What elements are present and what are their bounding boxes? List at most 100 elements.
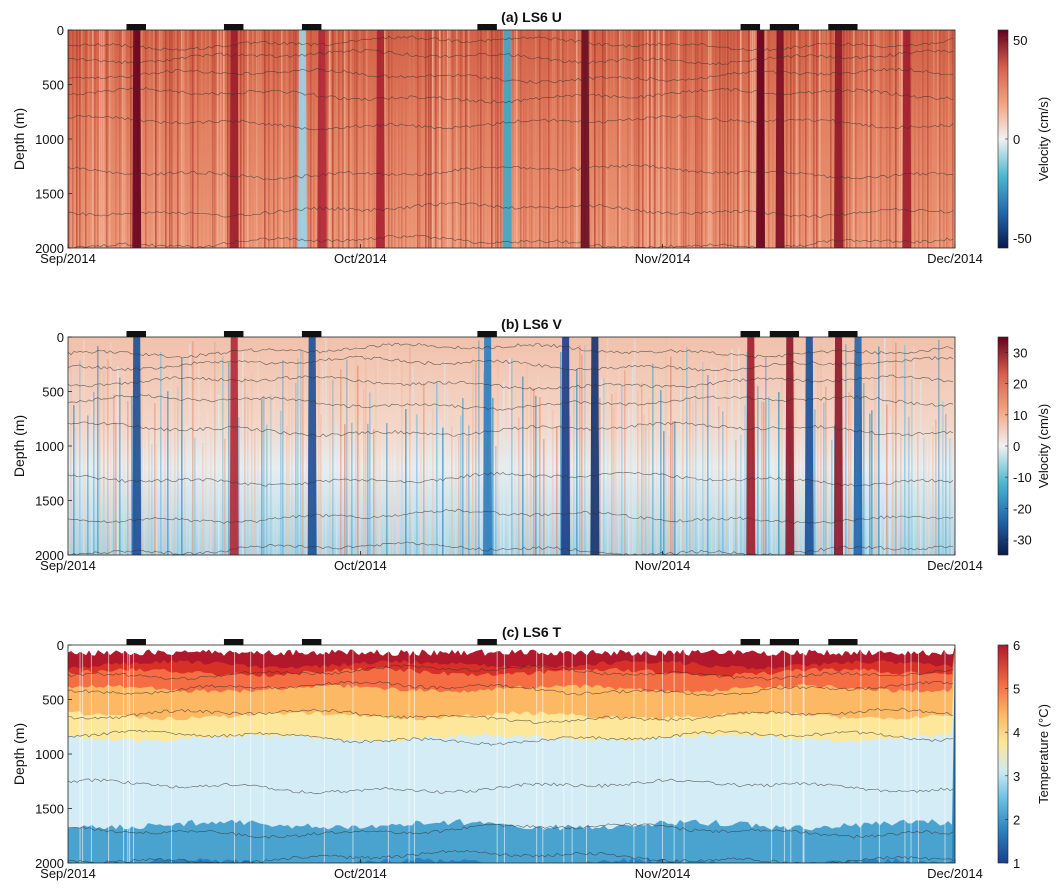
- y-axis-label: Depth (m): [11, 415, 27, 477]
- field-streak: [733, 30, 735, 248]
- field-streak: [154, 403, 156, 555]
- field-streak: [460, 415, 462, 555]
- field-streak: [647, 30, 649, 248]
- field-streak: [761, 401, 763, 555]
- field-streak: [724, 30, 726, 248]
- field-streak: [329, 30, 331, 248]
- field-streak: [889, 416, 891, 555]
- y-tick-label: 500: [42, 385, 64, 400]
- field-streak: [254, 429, 256, 555]
- field-streak: [497, 30, 499, 248]
- field-streak: [846, 30, 848, 248]
- field-streak: [401, 361, 403, 555]
- field-streak: [830, 30, 832, 248]
- event-bar: [223, 331, 244, 337]
- field-streak: [417, 30, 419, 248]
- field-streak: [648, 398, 650, 555]
- colorbar-tick-label: 20: [1013, 377, 1027, 392]
- field-streak: [478, 340, 480, 555]
- field-streak: [425, 30, 427, 248]
- field-streak: [432, 408, 434, 555]
- field-streak: [610, 30, 612, 248]
- field-streak: [430, 30, 432, 248]
- field-streak: [238, 417, 240, 555]
- field-streak: [930, 30, 932, 248]
- field-streak: [375, 363, 377, 555]
- field-streak: [917, 431, 919, 555]
- field-streak: [613, 30, 615, 248]
- field-streak: [809, 30, 811, 248]
- field-streak: [270, 30, 272, 248]
- field-streak: [850, 387, 852, 555]
- field-streak: [621, 385, 623, 555]
- field-streak: [222, 356, 224, 555]
- field-streak: [765, 30, 767, 248]
- field-streak: [514, 445, 516, 555]
- field-streak: [325, 337, 327, 555]
- field-streak: [594, 30, 596, 248]
- field-streak: [863, 30, 865, 248]
- colorbar-label: Velocity (cm/s): [1036, 404, 1051, 489]
- field-streak: [685, 30, 687, 248]
- field-streak: [75, 427, 77, 555]
- field-streak: [603, 377, 605, 555]
- x-tick-label: Sep/2014: [40, 558, 96, 573]
- field-streak: [276, 429, 278, 555]
- field-streak: [190, 30, 192, 248]
- field-streak: [99, 30, 101, 248]
- field-streak: [286, 30, 288, 248]
- field-streak: [97, 345, 99, 555]
- field-streak: [658, 30, 660, 248]
- field-streak: [302, 351, 304, 555]
- field-streak: [692, 401, 694, 555]
- field-streak: [772, 30, 774, 248]
- field-streak: [525, 30, 527, 248]
- field-streak: [177, 386, 179, 555]
- field-streak: [871, 410, 873, 555]
- field-streak: [470, 30, 472, 248]
- field-streak: [768, 396, 770, 555]
- field-streak: [207, 411, 209, 555]
- field-streak: [383, 421, 385, 555]
- field-streak: [480, 30, 482, 248]
- field-streak: [438, 412, 440, 555]
- event-bar: [477, 24, 497, 30]
- field-streak: [141, 30, 143, 248]
- field-streak: [201, 30, 203, 248]
- x-tick-label: Dec/2014: [927, 866, 983, 881]
- field-streak: [174, 397, 176, 555]
- field-streak: [710, 30, 712, 248]
- event-bar: [769, 639, 800, 645]
- event-streak: [502, 30, 512, 248]
- field-streak: [874, 30, 876, 248]
- field-streak: [101, 30, 103, 248]
- field-streak: [922, 30, 924, 248]
- field-streak: [377, 354, 379, 555]
- isopycnal-contour: [68, 48, 954, 65]
- field-streak: [548, 404, 550, 555]
- field-streak: [920, 379, 922, 555]
- field-streak: [344, 30, 346, 248]
- field-streak: [491, 30, 493, 248]
- event-bar: [828, 639, 858, 645]
- field-streak: [913, 346, 915, 555]
- field-streak: [117, 366, 119, 555]
- field-streak: [195, 30, 197, 248]
- field-streak: [110, 342, 112, 555]
- field-streak: [426, 372, 428, 555]
- field-streak: [251, 372, 253, 555]
- isopycnal-contour: [68, 114, 954, 131]
- event-streak: [132, 30, 142, 248]
- field-streak: [161, 30, 163, 248]
- field-streak: [357, 365, 359, 555]
- field-streak: [634, 338, 636, 555]
- field-streak: [727, 30, 729, 248]
- field-streak: [899, 30, 901, 248]
- field-streak: [247, 30, 249, 248]
- field-streak: [472, 355, 474, 555]
- field-streak: [509, 358, 511, 555]
- field-streak: [194, 437, 196, 555]
- field-streak: [326, 30, 328, 248]
- field-streak: [680, 386, 682, 555]
- field-streak: [708, 30, 710, 248]
